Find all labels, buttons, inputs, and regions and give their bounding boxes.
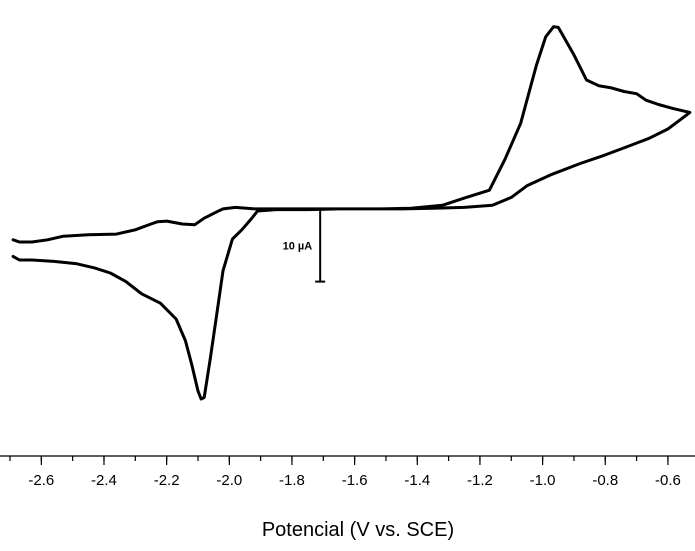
cv-trace-0	[11, 25, 692, 401]
x-tick-label: -1.2	[467, 472, 493, 489]
x-tick-label: -1.6	[342, 472, 368, 489]
scale-bar-label: 10 µA	[283, 241, 313, 253]
x-tick-label: -2.6	[28, 472, 54, 489]
x-tick-label: -0.8	[592, 472, 618, 489]
x-tick-label: -1.8	[279, 472, 305, 489]
x-tick-label: -1.4	[404, 472, 430, 489]
x-tick-label: -2.0	[216, 472, 242, 489]
x-tick-label: -2.2	[154, 472, 180, 489]
plot-area	[11, 25, 692, 401]
x-tick-label: -1.0	[530, 472, 556, 489]
x-axis: -2.6 -2.4 -2.2 -2.0 -1.8 -1.6 -1.4 -1.2 -1.0 -0.8…	[0, 455, 695, 489]
x-tick-label: -0.6	[655, 472, 681, 489]
x-axis-title: Potencial (V vs. SCE)	[262, 519, 454, 541]
x-tick-label: -2.4	[91, 472, 117, 489]
scale-bar: 10 µA	[283, 208, 326, 283]
